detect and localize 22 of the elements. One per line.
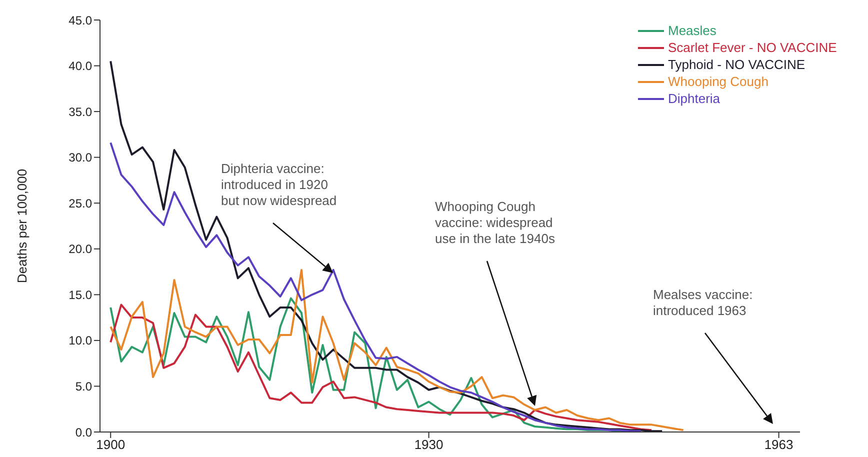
x-tick-label: 1930 — [414, 437, 444, 452]
annotation: Mealses vaccine: introduced 1963 — [653, 287, 753, 318]
y-tick-label: 25.0 — [68, 196, 92, 210]
x-tick-label: 1900 — [96, 437, 126, 452]
legend-label: Whooping Cough — [668, 74, 768, 89]
y-tick-label: 45.0 — [68, 13, 92, 28]
legend-label: Measles — [668, 23, 716, 38]
y-tick-label: 10.0 — [68, 334, 92, 348]
y-axis-title: Deaths per 100,000 — [14, 168, 30, 284]
legend-label: Diphteria — [668, 91, 720, 106]
legend-label: Scarlet Fever - NO VACCINE — [668, 40, 837, 55]
y-tick-label: 5.0 — [75, 379, 92, 394]
y-tick-label: 15.0 — [68, 288, 92, 302]
y-tick-label: 40.0 — [68, 59, 92, 74]
annotation: Whooping Cough vaccine: widespread use in the late 1940s — [435, 199, 556, 246]
annotation: Diphteria vaccine: introduced in 1920 but now widespread — [221, 161, 337, 208]
y-tick-label: 30.0 — [68, 150, 92, 165]
legend-label: Typhoid - NO VACCINE — [668, 57, 806, 72]
y-tick-label: 0.0 — [75, 425, 92, 440]
y-tick-label: 20.0 — [68, 242, 92, 256]
x-tick-label: 1963 — [764, 437, 794, 452]
y-tick-label: 35.0 — [68, 104, 92, 119]
